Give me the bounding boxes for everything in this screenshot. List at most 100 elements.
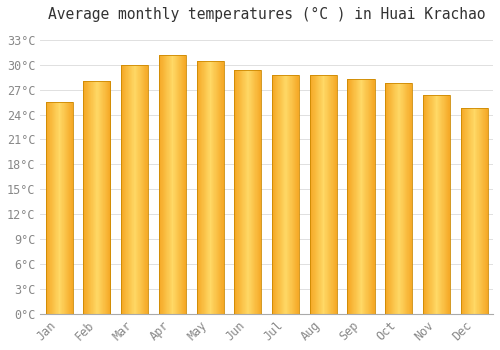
Bar: [212, 61, 213, 314]
Bar: [283, 75, 284, 314]
Bar: [196, 61, 224, 314]
Bar: [312, 75, 313, 314]
Bar: [431, 96, 432, 314]
Bar: [260, 70, 261, 314]
Bar: [350, 79, 351, 314]
Bar: [88, 81, 90, 314]
Bar: [275, 75, 276, 314]
Bar: [445, 96, 446, 314]
Bar: [474, 108, 476, 314]
Bar: [314, 75, 315, 314]
Bar: [385, 83, 386, 314]
Bar: [201, 61, 202, 314]
Bar: [234, 70, 235, 314]
Bar: [141, 65, 142, 314]
Bar: [404, 83, 406, 314]
Bar: [102, 81, 103, 314]
Bar: [429, 96, 430, 314]
Bar: [319, 75, 320, 314]
Bar: [462, 108, 463, 314]
Bar: [426, 96, 427, 314]
Bar: [46, 102, 73, 314]
Bar: [460, 108, 488, 314]
Bar: [56, 102, 57, 314]
Bar: [397, 83, 398, 314]
Bar: [282, 75, 283, 314]
Bar: [123, 65, 124, 314]
Bar: [279, 75, 280, 314]
Bar: [242, 70, 243, 314]
Bar: [316, 75, 317, 314]
Bar: [463, 108, 464, 314]
Bar: [478, 108, 479, 314]
Bar: [50, 102, 51, 314]
Bar: [273, 75, 274, 314]
Bar: [328, 75, 330, 314]
Bar: [71, 102, 72, 314]
Bar: [53, 102, 54, 314]
Bar: [477, 108, 478, 314]
Bar: [258, 70, 260, 314]
Bar: [362, 79, 364, 314]
Bar: [281, 75, 282, 314]
Bar: [334, 75, 335, 314]
Bar: [165, 55, 166, 314]
Bar: [182, 55, 184, 314]
Bar: [403, 83, 404, 314]
Bar: [406, 83, 407, 314]
Bar: [210, 61, 211, 314]
Bar: [318, 75, 319, 314]
Bar: [200, 61, 201, 314]
Bar: [54, 102, 55, 314]
Bar: [351, 79, 352, 314]
Bar: [183, 55, 184, 314]
Bar: [85, 81, 86, 314]
Bar: [277, 75, 278, 314]
Bar: [278, 75, 279, 314]
Bar: [48, 102, 49, 314]
Bar: [94, 81, 96, 314]
Bar: [84, 81, 110, 314]
Bar: [46, 102, 48, 314]
Bar: [100, 81, 101, 314]
Bar: [244, 70, 245, 314]
Bar: [128, 65, 130, 314]
Bar: [137, 65, 138, 314]
Bar: [330, 75, 331, 314]
Bar: [93, 81, 94, 314]
Bar: [176, 55, 178, 314]
Bar: [471, 108, 472, 314]
Bar: [127, 65, 128, 314]
Bar: [466, 108, 467, 314]
Bar: [122, 65, 123, 314]
Bar: [133, 65, 134, 314]
Bar: [280, 75, 281, 314]
Bar: [106, 81, 108, 314]
Bar: [296, 75, 297, 314]
Bar: [254, 70, 255, 314]
Bar: [293, 75, 294, 314]
Bar: [160, 55, 161, 314]
Title: Average monthly temperatures (°C ) in Huai Krachao: Average monthly temperatures (°C ) in Hu…: [48, 7, 486, 22]
Bar: [442, 96, 443, 314]
Bar: [222, 61, 223, 314]
Bar: [290, 75, 291, 314]
Bar: [322, 75, 324, 314]
Bar: [396, 83, 397, 314]
Bar: [146, 65, 147, 314]
Bar: [162, 55, 163, 314]
Bar: [444, 96, 445, 314]
Bar: [409, 83, 410, 314]
Bar: [370, 79, 371, 314]
Bar: [482, 108, 483, 314]
Bar: [464, 108, 465, 314]
Bar: [136, 65, 137, 314]
Bar: [386, 83, 387, 314]
Bar: [353, 79, 354, 314]
Bar: [467, 108, 468, 314]
Bar: [404, 83, 405, 314]
Bar: [101, 81, 102, 314]
Bar: [96, 81, 97, 314]
Bar: [250, 70, 251, 314]
Bar: [126, 65, 127, 314]
